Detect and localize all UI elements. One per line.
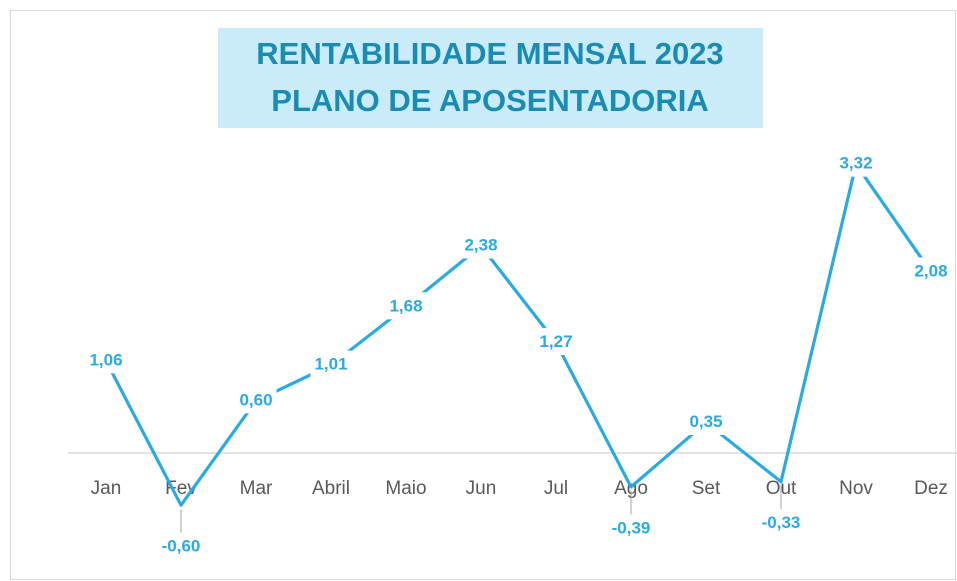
label-background: [910, 257, 952, 285]
data-label: 2,08: [914, 262, 947, 281]
label-background: [460, 231, 502, 259]
data-label: -0,60: [162, 537, 201, 556]
title-box: [218, 28, 763, 128]
data-label: 0,60: [239, 390, 272, 409]
data-label: 0,35: [689, 412, 722, 431]
x-tick-label: Maio: [385, 478, 426, 499]
label-background: [757, 509, 805, 537]
label-background: [385, 292, 427, 320]
x-tick-label: Jul: [544, 478, 568, 499]
data-label: -0,39: [612, 518, 651, 537]
data-label: -0,33: [762, 513, 801, 532]
data-label: 3,32: [839, 154, 872, 173]
label-background: [535, 327, 577, 355]
data-label: 1,01: [314, 355, 347, 374]
x-tick-label: Nov: [839, 478, 873, 499]
label-background: [835, 149, 877, 177]
x-tick-label: Jan: [91, 478, 122, 499]
data-label: 1,68: [389, 296, 422, 315]
chart-title: PLANO DE APOSENTADORIA: [271, 83, 708, 118]
x-tick-label: Abril: [312, 478, 350, 499]
data-label: 1,06: [89, 350, 122, 369]
x-tick-label: Dez: [914, 478, 948, 499]
label-background: [235, 386, 277, 414]
label-background: [685, 408, 727, 436]
data-label: 2,38: [464, 235, 497, 254]
x-tick-label: Set: [692, 478, 721, 499]
chart-title: RENTABILIDADE MENSAL 2023: [256, 36, 723, 71]
x-tick-label: Mar: [240, 478, 273, 499]
label-background: [157, 532, 205, 560]
label-background: [85, 346, 127, 374]
x-tick-label: Jun: [466, 478, 497, 499]
data-line: [104, 162, 933, 507]
label-background: [310, 350, 352, 378]
data-label: 1,27: [539, 332, 572, 351]
label-background: [607, 514, 655, 542]
